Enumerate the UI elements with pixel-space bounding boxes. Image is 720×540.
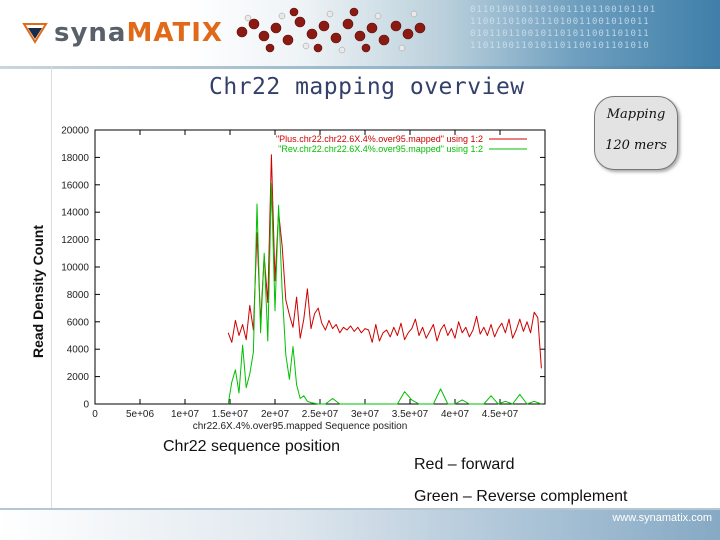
- x-tick-label: 3e+07: [351, 409, 380, 420]
- series-line-forward: [227, 154, 542, 369]
- x-tick-label: 2e+07: [261, 409, 290, 420]
- y-tick-label: 12000: [61, 235, 89, 246]
- legend-label: "Plus.chr22.chr22.6X.4%.over95.mapped" u…: [276, 134, 483, 144]
- x-tick-label: 0: [92, 409, 98, 420]
- badge-line-2: 120 mers: [605, 138, 667, 153]
- y-tick-label: 20000: [61, 126, 89, 137]
- x-tick-label: 2.5e+07: [302, 409, 339, 420]
- series-line-reverse: [227, 182, 542, 405]
- y-tick-label: 0: [83, 400, 89, 411]
- x-tick-label: 1.5e+07: [212, 409, 249, 420]
- x-axis-label: chr22.6X.4%.over95.mapped Sequence posit…: [193, 421, 408, 432]
- legend-label: "Rev.chr22.chr22.6X.4%.over95.mapped" us…: [278, 144, 483, 154]
- y-axis-title: Read Density Count: [30, 224, 46, 358]
- x-tick-label: 1e+07: [171, 409, 200, 420]
- x-tick-label: 5e+06: [126, 409, 155, 420]
- x-tick-label: 4.5e+07: [482, 409, 519, 420]
- reverse-note: Green – Reverse complement: [414, 488, 628, 505]
- badge-line-1: Mapping: [606, 107, 666, 122]
- x-tick-label: 4e+07: [441, 409, 470, 420]
- x-axis-title: Chr22 sequence position: [163, 438, 341, 455]
- binary-pattern: 01101001011010011101100101101 1100110100…: [470, 4, 720, 54]
- header-divider: [0, 66, 720, 69]
- mapping-badge: Mapping 120 mers: [594, 96, 678, 170]
- x-tick-label: 3.5e+07: [392, 409, 429, 420]
- logo-triangle-icon: [22, 23, 48, 44]
- y-tick-label: 10000: [61, 263, 89, 274]
- header-banner: 01101001011010011101100101101 1100110100…: [0, 0, 720, 68]
- y-tick-label: 4000: [67, 345, 90, 356]
- density-chart: 0 2000 4000 6000 8000 10000 12000 14000 16000 180…: [61, 126, 546, 432]
- molecule-image: [236, 7, 426, 54]
- forward-note: Red – forward: [414, 456, 515, 473]
- slide-title: Chr22 mapping overview: [209, 74, 525, 100]
- logo-text-syna: syna: [54, 18, 127, 48]
- y-tick-label: 2000: [67, 372, 90, 383]
- logo-wordmark: synaMATIX: [54, 18, 223, 48]
- plot-frame: [94, 129, 546, 405]
- binary-row: 1100110100111010011001010011: [470, 17, 650, 27]
- footer-banner: [0, 508, 720, 540]
- y-tick-label: 16000: [61, 180, 89, 191]
- footer-url: www.synamatix.com: [612, 512, 712, 524]
- y-tick-label: 6000: [67, 317, 90, 328]
- y-tick-label: 14000: [61, 208, 89, 219]
- logo-text-matix: MATIX: [126, 18, 223, 48]
- binary-row: 0101101100101101011001101011: [470, 29, 650, 39]
- binary-row: 1101100110101101100101101010: [470, 41, 650, 51]
- left-margin-line: [51, 66, 52, 510]
- footer-divider: [0, 508, 720, 510]
- y-tick-label: 8000: [67, 290, 90, 301]
- y-tick-label: 18000: [61, 153, 89, 164]
- binary-row: 01101001011010011101100101101: [470, 5, 657, 15]
